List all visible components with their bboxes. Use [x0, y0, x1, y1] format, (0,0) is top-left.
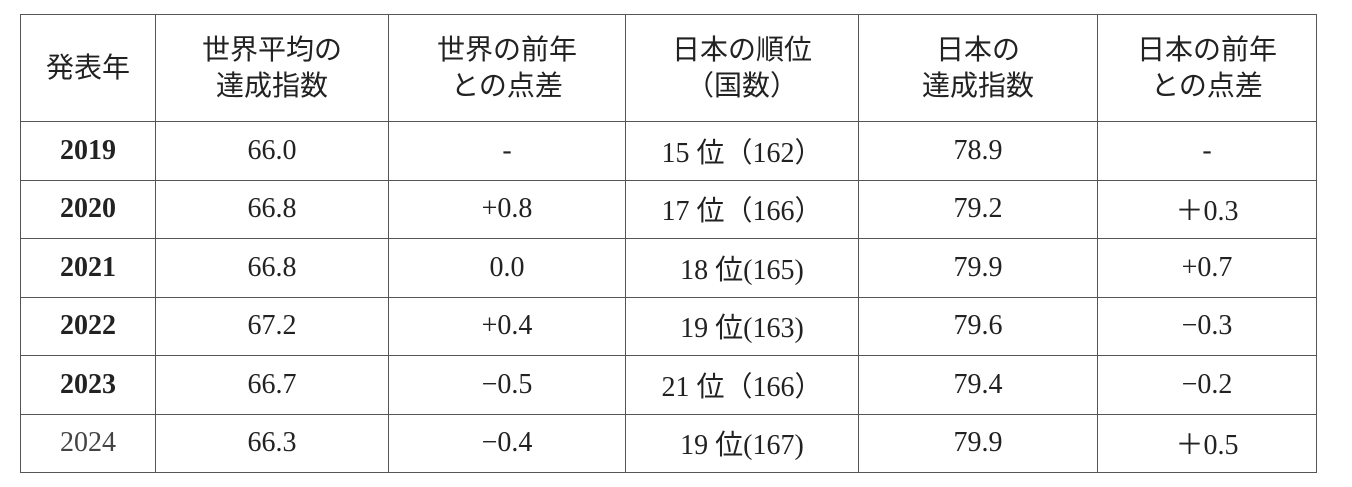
header-cell: 発表年	[20, 14, 156, 122]
year-cell: 2021	[20, 238, 156, 298]
data-cell: -	[388, 121, 626, 181]
data-cell: 79.9	[858, 238, 1098, 298]
year-cell: 2019	[20, 121, 156, 181]
table-row: 2021 66.8 0.0 18 位(165) 79.9 +0.7	[20, 238, 1317, 298]
header-cell: 日本の 達成指数	[858, 14, 1098, 122]
data-cell: 78.9	[858, 121, 1098, 181]
data-cell: +0.7	[1097, 238, 1317, 298]
data-cell: −0.4	[388, 413, 626, 473]
header-text: との点差	[451, 69, 563, 102]
table-row: 2022 67.2 +0.4 19 位(163) 79.6 −0.3	[20, 296, 1317, 356]
data-cell: 19 位(163)	[625, 296, 859, 356]
data-cell: 79.9	[858, 413, 1098, 473]
data-cell: 66.7	[155, 355, 389, 415]
year-cell: 2023	[20, 355, 156, 415]
data-cell: 66.0	[155, 121, 389, 181]
data-cell: 79.2	[858, 179, 1098, 239]
data-cell: -	[1097, 121, 1317, 181]
data-cell: −0.5	[388, 355, 626, 415]
table-container: 発表年 世界平均の 達成指数 世界の前年 との点差 日本の順位 （国数） 日本の 達成指数 日本の…	[20, 14, 1317, 473]
header-cell: 日本の前年 との点差	[1097, 14, 1317, 122]
table-row: 2019 66.0-15 位（162） 78.9-	[20, 121, 1317, 181]
data-cell: +0.4	[388, 296, 626, 356]
data-cell: −0.2	[1097, 355, 1317, 415]
data-cell: +0.8	[388, 179, 626, 239]
header-cell: 世界の前年 との点差	[388, 14, 626, 122]
year-cell: 2024	[20, 413, 156, 473]
data-cell: 15 位（162）	[625, 121, 859, 181]
header-text: 日本の順位	[671, 33, 812, 66]
header-text: （国数）	[685, 69, 798, 102]
year-cell: 2020	[20, 179, 156, 239]
header-row: 発表年 世界平均の 達成指数 世界の前年 との点差 日本の順位 （国数） 日本の 達成指数 日本の…	[20, 14, 1317, 122]
data-cell: 66.3	[155, 413, 389, 473]
header-cell: 日本の順位 （国数）	[625, 14, 859, 122]
header-text: 日本の	[935, 33, 1020, 66]
data-cell: 67.2	[155, 296, 389, 356]
data-cell: 17 位（166）	[625, 179, 859, 239]
data-cell: 21 位（166）	[625, 355, 859, 415]
table-row: 2020 66.8 +0.8 17 位（166） 79.2 ＋0.3	[20, 179, 1317, 239]
data-table: 発表年 世界平均の 達成指数 世界の前年 との点差 日本の順位 （国数） 日本の 達成指数 日本の…	[20, 14, 1317, 473]
header-text: 世界平均の	[201, 33, 342, 66]
table-body: 2019 66.0-15 位（162） 78.9-2020 66.8 +0.8 17 位（…	[20, 121, 1317, 473]
data-cell: 19 位(167)	[625, 413, 859, 473]
table-row: 2024 66.3 −0.4 19 位(167) 79.9 ＋0.5	[20, 413, 1317, 473]
header-text: 達成指数	[921, 69, 1034, 102]
header-text: との点差	[1151, 69, 1263, 102]
header-text: 世界の前年	[436, 33, 577, 66]
year-cell: 2022	[20, 296, 156, 356]
data-cell: 66.8	[155, 179, 389, 239]
table-row: 2023 66.7 −0.5 21 位（166） 79.4 −0.2	[20, 355, 1317, 415]
data-cell: ＋0.3	[1097, 179, 1317, 239]
data-cell: 18 位(165)	[625, 238, 859, 298]
data-cell: −0.3	[1097, 296, 1317, 356]
data-cell: 0.0	[388, 238, 626, 298]
data-cell: 79.6	[858, 296, 1098, 356]
data-cell: 79.4	[858, 355, 1098, 415]
header-text: 日本の前年	[1136, 33, 1277, 66]
data-cell: 66.8	[155, 238, 389, 298]
header-cell: 世界平均の 達成指数	[155, 14, 389, 122]
header-text: 達成指数	[215, 69, 328, 102]
data-cell: ＋0.5	[1097, 413, 1317, 473]
header-text: 発表年	[45, 51, 130, 84]
